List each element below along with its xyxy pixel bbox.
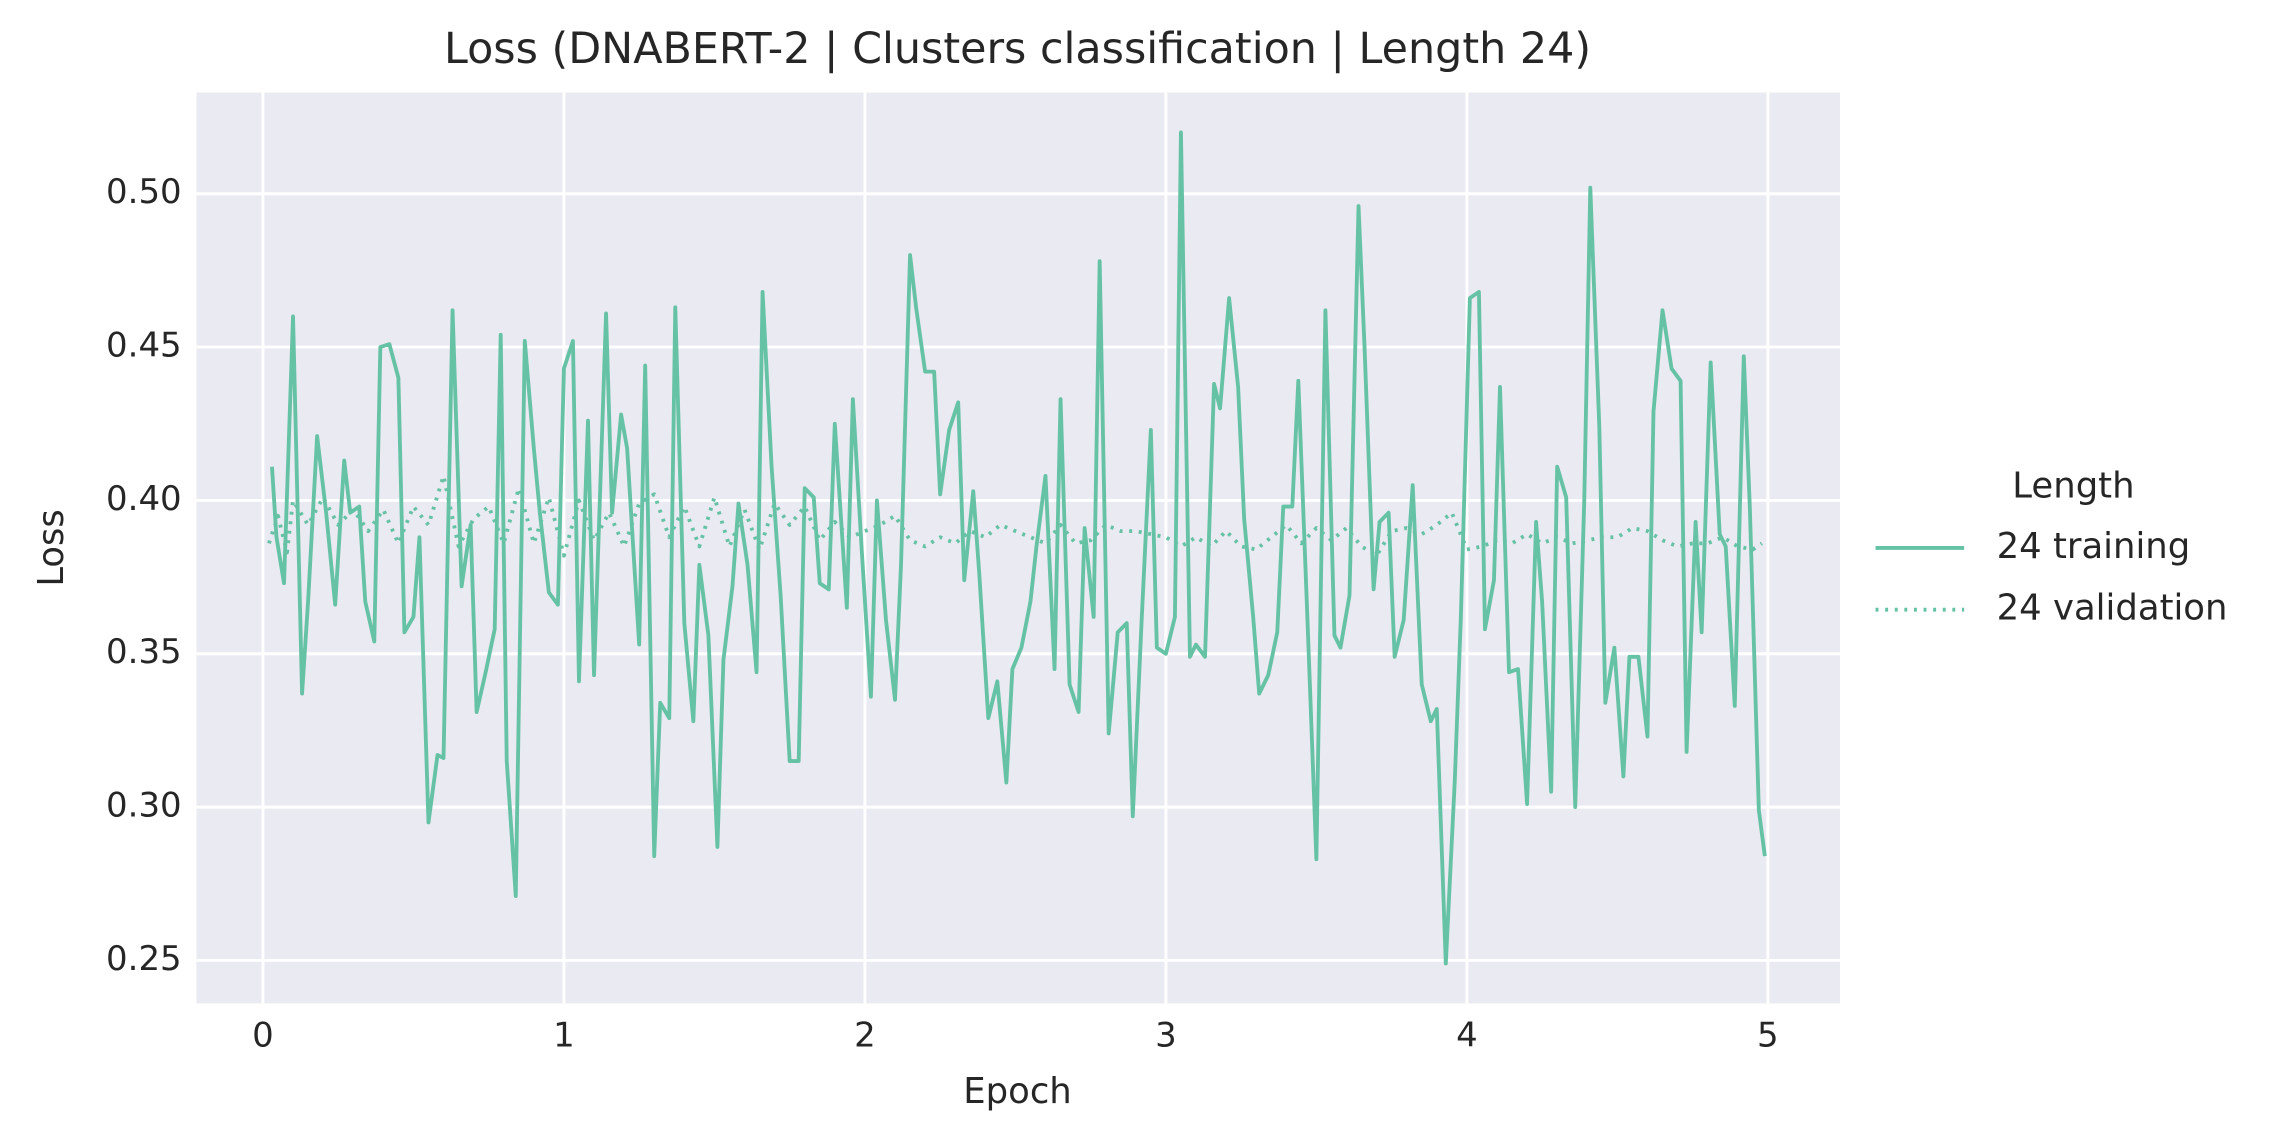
chart-title: Loss (DNABERT-2 | Clusters classificatio…: [444, 24, 1591, 74]
legend-label: 24 training: [1997, 526, 2191, 567]
y-tick-label: 0.35: [106, 632, 182, 671]
x-tick-label: 0: [252, 1016, 274, 1055]
y-tick-label: 0.40: [106, 479, 182, 518]
x-tick-label: 1: [553, 1016, 575, 1055]
x-tick-label: 5: [1757, 1016, 1779, 1055]
data-line: [267, 473, 1763, 558]
x-tick-label: 3: [1155, 1016, 1177, 1055]
x-tick-label: 4: [1456, 1016, 1478, 1055]
x-axis-label: Epoch: [963, 1071, 1072, 1112]
legend-title: Length: [2012, 466, 2134, 507]
legend-label: 24 validation: [1997, 588, 2228, 629]
data-line: [270, 130, 1767, 966]
x-tick-label: 2: [854, 1016, 876, 1055]
y-tick-label: 0.45: [106, 326, 182, 365]
y-axis-label: Loss: [31, 509, 72, 586]
y-tick-label: 0.30: [106, 786, 182, 825]
y-tick-label: 0.50: [106, 172, 182, 211]
y-tick-label: 0.25: [106, 939, 182, 978]
